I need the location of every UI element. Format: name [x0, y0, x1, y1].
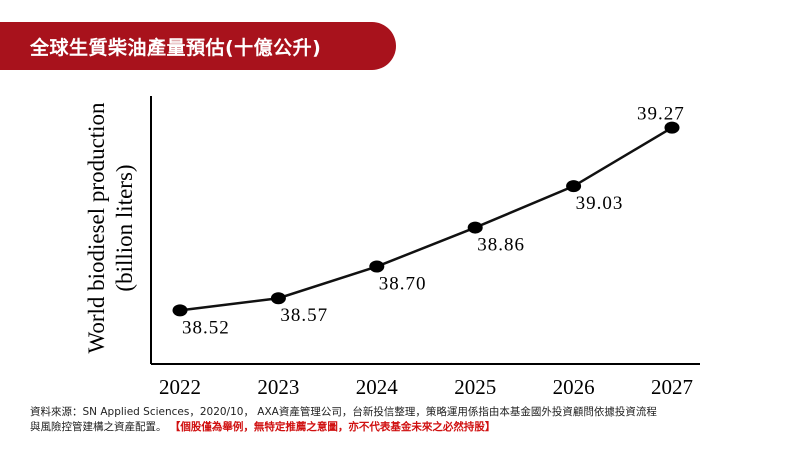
title-banner: 全球生質柴油產量預估(十億公升)	[0, 22, 396, 70]
x-tick-label-2027: 2027	[651, 375, 693, 399]
series-line	[179, 126, 673, 312]
x-tick-label-2025: 2025	[454, 375, 496, 399]
data-point-2025	[467, 221, 483, 234]
x-tick-label-2023: 2023	[257, 375, 299, 399]
x-tick-label-2024: 2024	[356, 375, 399, 399]
data-label-2024: 38.70	[379, 274, 427, 295]
data-label-2025: 38.86	[477, 235, 525, 256]
data-label-2022: 38.52	[182, 317, 230, 338]
footnote-disclaimer: 【個股僅為舉例，無特定推薦之意圖，亦不代表基金未來之必然持股】	[169, 421, 496, 433]
data-label-2026: 39.03	[576, 193, 624, 214]
footnote-line2: 與風險控管建構之資產配置。 【個股僅為舉例，無特定推薦之意圖，亦不代表基金未來之…	[30, 420, 790, 435]
footnote-source: 資料來源：SN Applied Sciences，2020/10， AXA資產管…	[30, 406, 657, 418]
data-point-2023	[270, 292, 286, 305]
y-axis-label-line1: World biodiesel production	[84, 102, 109, 354]
series-group: 38.52 38.57 38.70 38.86 39.03 39.27	[172, 104, 685, 338]
data-point-2027	[664, 121, 680, 134]
page-title: 全球生質柴油產量預估(十億公升)	[30, 36, 322, 59]
x-tick-label-2022: 2022	[159, 375, 201, 399]
data-point-2024	[369, 260, 385, 273]
x-tick-label-2026: 2026	[553, 375, 595, 399]
y-axis-label-line2: (billion liters)	[112, 164, 137, 291]
footnote: 資料來源：SN Applied Sciences，2020/10， AXA資產管…	[30, 405, 790, 435]
data-label-2023: 38.57	[280, 305, 328, 326]
data-point-2022	[172, 304, 188, 317]
data-point-2026	[566, 180, 582, 193]
data-label-2027: 39.27	[637, 104, 685, 125]
y-axis-title: World biodiesel production (billion lite…	[84, 102, 137, 354]
footnote-allocation: 與風險控管建構之資產配置。	[30, 421, 167, 433]
